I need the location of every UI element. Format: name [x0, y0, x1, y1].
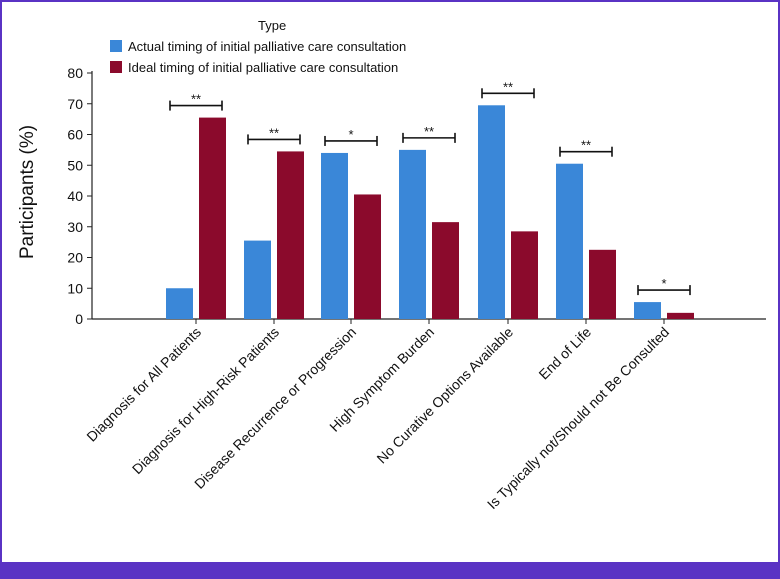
x-tick-label: Diagnosis for High-Risk Patients: [129, 324, 282, 477]
y-tick-label: 40: [67, 188, 83, 204]
y-tick-label: 30: [67, 219, 83, 235]
bar-actual: [634, 302, 661, 319]
sig-label: **: [503, 79, 513, 94]
y-tick-label: 50: [67, 157, 83, 173]
x-tick-label: Is Typically not/Should not Be Consulted: [484, 324, 672, 512]
sig-label: *: [348, 127, 353, 142]
y-tick-label: 60: [67, 127, 83, 143]
bar-ideal: [277, 151, 304, 319]
sig-label: *: [661, 276, 666, 291]
x-tick-label: No Curative Options Available: [373, 324, 516, 467]
sig-label: **: [191, 92, 201, 107]
bar-ideal: [354, 194, 381, 319]
bar-ideal: [589, 249, 616, 319]
bar-chart: Type Actual timing of initial palliative…: [17, 18, 766, 512]
bar-actual: [244, 240, 271, 319]
bar-actual: [399, 149, 426, 319]
bar-actual: [478, 105, 505, 319]
sig-label: **: [424, 124, 434, 139]
legend-title: Type: [258, 18, 286, 33]
bottom-accent-bar: [0, 562, 780, 579]
bar-ideal: [199, 117, 226, 320]
significance-brackets: **** * *******: [169, 79, 691, 296]
legend-swatch-actual: [110, 40, 122, 52]
x-tick-label: Disease Recurrence or Progression: [191, 324, 359, 492]
legend-label-ideal: Ideal timing of initial palliative care …: [128, 60, 398, 75]
bar-actual: [556, 163, 583, 319]
y-tick-label: 70: [67, 96, 83, 112]
bar-actual: [166, 288, 193, 319]
bar-ideal: [432, 222, 459, 319]
x-tick-label: End of Life: [535, 324, 594, 383]
y-tick-label: 80: [67, 65, 83, 81]
bars: [166, 105, 694, 320]
y-tick-label: 10: [67, 280, 83, 296]
legend-swatch-ideal: [110, 61, 122, 73]
y-tick-label: 0: [75, 311, 83, 327]
sig-label: **: [269, 125, 279, 140]
y-axis-title: Participants (%): [17, 125, 38, 259]
bar-ideal: [511, 231, 538, 319]
bar-actual: [321, 152, 348, 319]
y-tick-label: 20: [67, 250, 83, 266]
chart-frame: [0, 0, 780, 562]
sig-label: **: [581, 138, 591, 153]
legend-label-actual: Actual timing of initial palliative care…: [128, 39, 406, 54]
bar-ideal: [667, 312, 694, 319]
